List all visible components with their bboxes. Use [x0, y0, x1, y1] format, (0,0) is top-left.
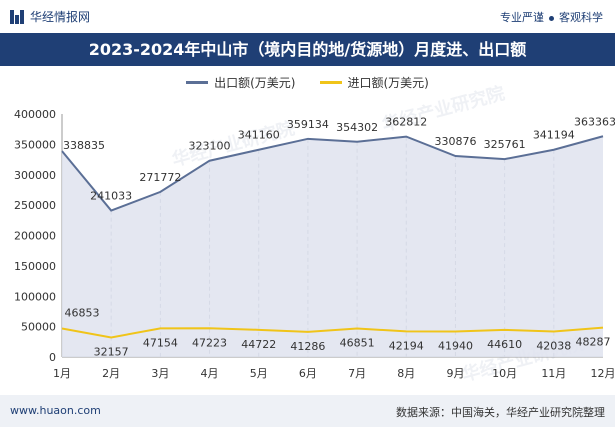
import-data-label: 41940: [438, 340, 473, 353]
export-data-label: 341160: [238, 129, 280, 142]
x-tick-label: 6月: [299, 367, 317, 380]
chart-title: 2023-2024年中山市（境内目的地/货源地）月度进、出口额: [0, 33, 615, 66]
y-tick-label: 50000: [21, 321, 56, 334]
import-data-label: 42194: [389, 339, 424, 352]
export-data-label: 271772: [139, 171, 181, 184]
import-data-label: 46851: [340, 337, 375, 350]
footer-source: 数据来源：中国海关，华经产业研究院整理: [396, 406, 605, 419]
brand-name: 华经情报网: [30, 10, 91, 24]
import-data-label: 47154: [143, 336, 178, 349]
x-tick-label: 3月: [151, 367, 169, 380]
export-data-label: 354302: [336, 121, 378, 134]
import-data-label: 32157: [94, 345, 129, 358]
import-data-label: 48287: [576, 336, 611, 349]
line-chart: 0 50000 100000 150000 200000 250000 300000 3500…: [14, 108, 615, 380]
x-tick-label: 10月: [492, 367, 517, 380]
y-tick-label: 400000: [14, 108, 56, 121]
legend-item-import: 进口额(万美元): [319, 74, 429, 91]
export-line: [61, 135, 604, 212]
import-data-label: 44722: [241, 338, 276, 351]
top-bar: 华经情报网 专业严谨 客观科学: [0, 0, 615, 33]
legend-item-export: 出口额(万美元): [186, 74, 296, 91]
import-data-label: 42038: [536, 339, 571, 352]
slogan: 专业严谨 客观科学: [500, 9, 603, 25]
y-tick-label: 350000: [14, 138, 56, 151]
x-tick-label: 4月: [201, 367, 219, 380]
x-tick-label: 12月: [591, 367, 615, 380]
legend-swatch-import: [319, 80, 342, 84]
x-tick-label: 9月: [446, 367, 464, 380]
slogan-left: 专业严谨: [500, 11, 544, 24]
y-tick-label: 0: [49, 351, 56, 364]
legend-label-export: 出口额(万美元): [214, 75, 296, 90]
export-data-label: 362812: [385, 116, 427, 129]
x-tick-label: 1月: [53, 367, 71, 380]
slogan-right: 客观科学: [559, 11, 603, 24]
brand-logo-icon: [10, 9, 24, 24]
legend-swatch-export: [186, 80, 209, 84]
footer: www.huaon.com 数据来源：中国海关，华经产业研究院整理: [0, 395, 615, 427]
y-tick-label: 250000: [14, 199, 56, 212]
footer-site: www.huaon.com: [10, 404, 101, 417]
import-line: [61, 326, 604, 339]
y-tick-label: 150000: [14, 260, 56, 273]
export-data-label: 338835: [63, 139, 105, 152]
import-data-label: 46853: [65, 307, 100, 320]
brand: 华经情报网: [10, 8, 90, 25]
import-data-label: 41286: [290, 340, 325, 353]
export-data-label: 359134: [287, 118, 329, 131]
export-data-label: 363363: [574, 115, 615, 128]
y-tick-label: 100000: [14, 290, 56, 303]
x-tick-label: 8月: [397, 367, 415, 380]
import-data-label: 44610: [487, 338, 522, 351]
x-tick-label: 5月: [250, 367, 268, 380]
y-tick-label: 300000: [14, 169, 56, 182]
import-data-label: 47223: [192, 336, 227, 349]
legend: 出口额(万美元) 进口额(万美元): [0, 72, 615, 92]
legend-label-import: 进口额(万美元): [347, 75, 429, 90]
x-tick-label: 2月: [102, 367, 120, 380]
export-data-label: 341194: [533, 129, 575, 142]
export-area: [62, 136, 603, 357]
x-tick-label: 7月: [348, 367, 366, 380]
export-data-label: 241033: [90, 190, 132, 203]
export-data-label: 325761: [484, 138, 526, 151]
x-tick-label: 11月: [541, 367, 566, 380]
y-tick-label: 200000: [14, 230, 56, 243]
export-data-label: 330876: [434, 135, 476, 148]
export-data-label: 323100: [189, 140, 231, 153]
slogan-dot-icon: [549, 15, 554, 21]
